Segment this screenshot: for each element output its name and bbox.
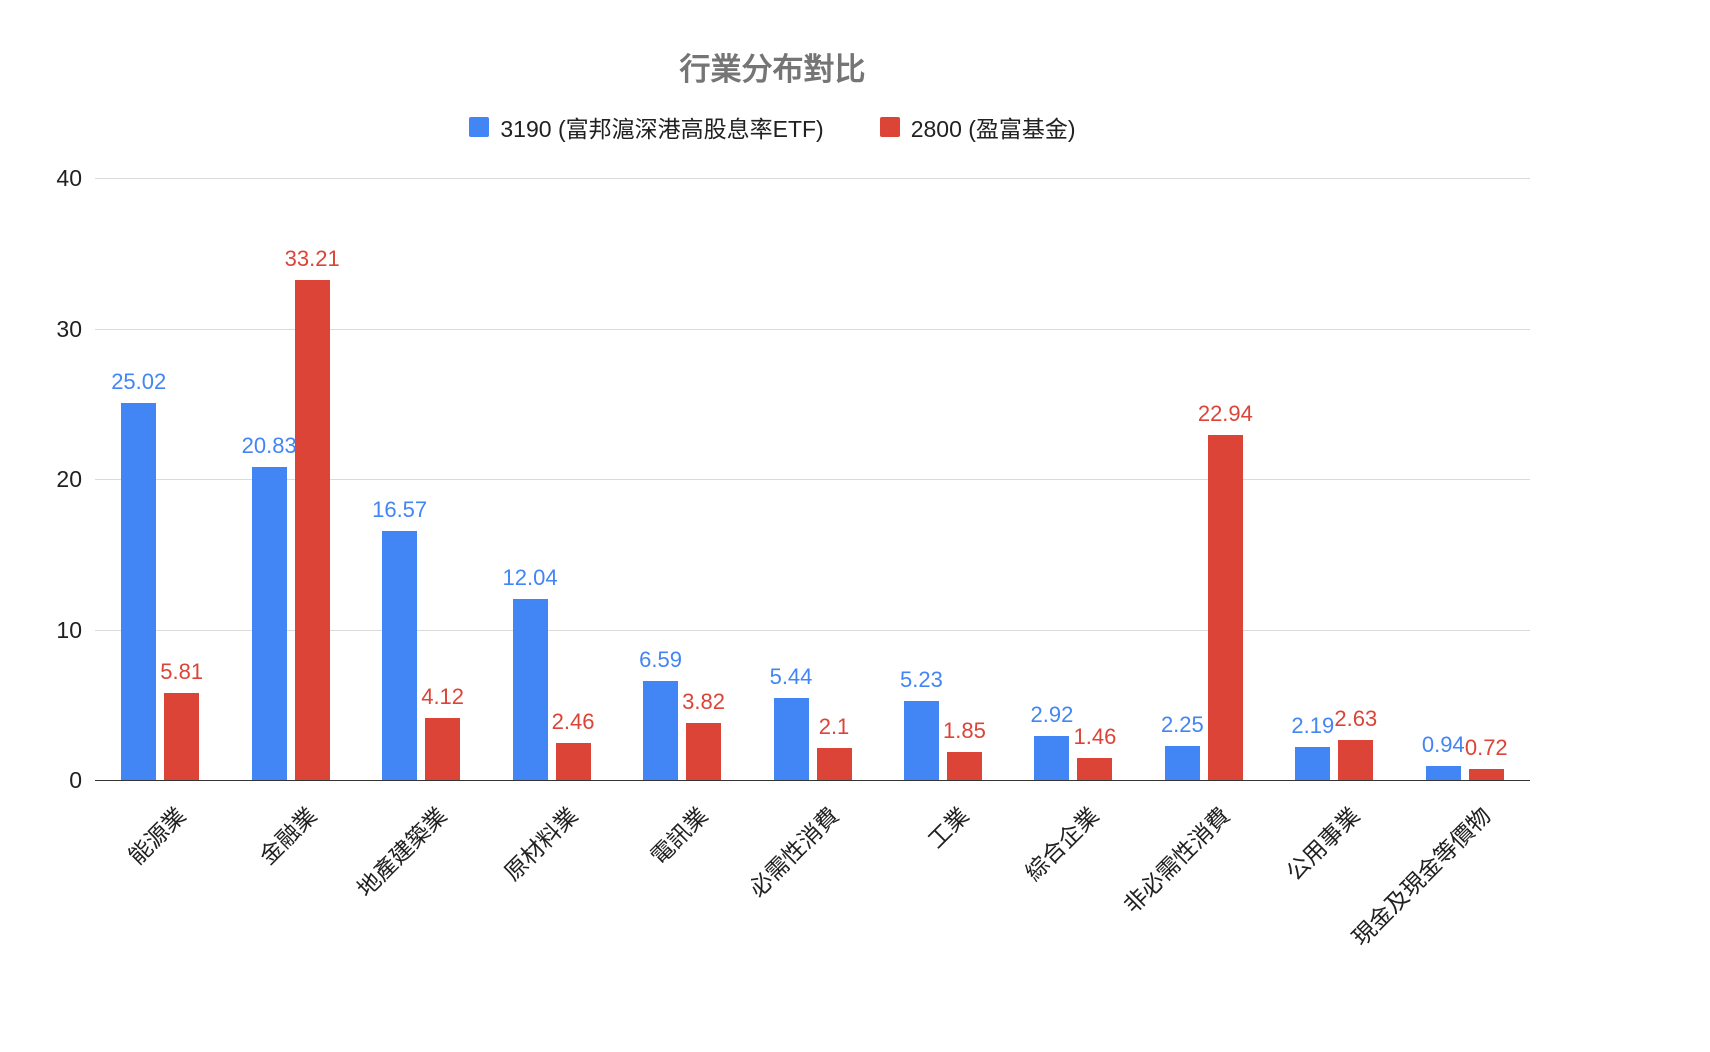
value-label-3190-1: 20.83: [241, 432, 297, 458]
x-axis-label-6: 工業: [922, 802, 974, 854]
bar-2800-2[interactable]: [425, 717, 461, 780]
y-axis-tick-label: 40: [56, 165, 82, 191]
x-axis-label-1: 金融業: [254, 802, 322, 870]
bar-2800-9[interactable]: [1338, 740, 1374, 780]
y-axis-tick-label: 30: [56, 315, 82, 342]
bar-3190-5[interactable]: [773, 698, 809, 780]
value-label-3190-5: 5.44: [769, 664, 813, 690]
value-label-2800-5: 2.1: [818, 714, 850, 740]
legend-swatch-red: [879, 117, 900, 137]
x-axis-label-8: 非必需性消費: [1118, 802, 1235, 919]
bar-2800-8[interactable]: [1207, 434, 1243, 780]
x-axis-label-0: 能源業: [123, 802, 191, 870]
value-label-3190-9: 2.19: [1291, 713, 1335, 739]
bar-3190-8[interactable]: [1164, 746, 1200, 780]
value-label-2800-10: 0.72: [1464, 735, 1508, 761]
x-axis-label-9: 公用事業: [1281, 802, 1365, 886]
bar-3190-2[interactable]: [382, 530, 418, 780]
chart-title: 行業分布對比: [679, 52, 866, 87]
legend-label-2800: 2800 (盈富基金): [910, 116, 1076, 142]
legend-swatch-blue: [469, 117, 490, 137]
gridline: [95, 178, 1530, 179]
value-label-2800-0: 5.81: [160, 658, 204, 684]
value-label-3190-0: 25.02: [111, 369, 167, 395]
bar-2800-5[interactable]: [816, 748, 852, 780]
bar-3190-0[interactable]: [121, 403, 157, 780]
bar-3190-4[interactable]: [643, 680, 679, 780]
value-label-3190-10: 0.94: [1421, 731, 1465, 757]
bar-3190-9[interactable]: [1295, 747, 1331, 780]
value-label-3190-4: 6.59: [639, 646, 682, 672]
legend: 3190 (富邦滬深港高股息率ETF) 2800 (盈富基金): [0, 110, 1545, 144]
x-axis-label-5: 必需性消費: [743, 802, 844, 902]
value-label-3190-7: 2.92: [1030, 702, 1074, 728]
value-label-2800-3: 2.46: [551, 708, 595, 734]
bar-2800-1[interactable]: [294, 280, 330, 780]
bar-2800-7[interactable]: [1077, 758, 1113, 780]
bar-2800-3[interactable]: [555, 742, 591, 780]
bar-3190-10[interactable]: [1425, 765, 1461, 780]
legend-item-3190[interactable]: 3190 (富邦滬深港高股息率ETF): [469, 110, 824, 144]
gridline: [95, 629, 1530, 631]
bar-3190-6[interactable]: [903, 701, 939, 780]
value-label-2800-6: 1.85: [943, 718, 986, 744]
value-label-2800-8: 22.94: [1197, 400, 1253, 426]
bar-2800-10[interactable]: [1468, 769, 1504, 780]
bar-3190-7[interactable]: [1034, 736, 1070, 780]
value-label-3190-3: 12.04: [502, 564, 558, 590]
x-axis-label-4: 電訊業: [645, 802, 713, 870]
bar-2800-0[interactable]: [164, 692, 200, 780]
x-axis-label-2: 地產建築業: [352, 802, 452, 902]
legend-item-2800[interactable]: 2800 (盈富基金): [879, 110, 1076, 144]
value-label-3190-2: 16.57: [372, 496, 428, 522]
bar-2800-4[interactable]: [686, 722, 722, 780]
x-axis-label-3: 原材料業: [498, 802, 583, 886]
value-label-2800-1: 33.21: [284, 246, 340, 272]
value-label-3190-8: 2.25: [1160, 712, 1204, 738]
gridline: [95, 328, 1530, 330]
gridline: [95, 479, 1530, 480]
value-label-3190-6: 5.23: [900, 667, 943, 693]
x-axis-line: [95, 780, 1530, 781]
legend-label-3190: 3190 (富邦滬深港高股息率ETF): [500, 116, 824, 142]
y-axis-tick-label: 20: [56, 466, 82, 492]
bar-2800-6[interactable]: [946, 752, 982, 780]
y-axis-tick-label: 10: [56, 616, 82, 643]
y-axis-tick-label: 0: [69, 767, 82, 793]
bar-3190-1[interactable]: [251, 466, 287, 780]
x-axis-label-7: 綜合企業: [1020, 802, 1105, 886]
value-label-2800-4: 3.82: [682, 688, 725, 714]
value-label-2800-9: 2.63: [1334, 706, 1378, 732]
value-label-2800-2: 4.12: [421, 683, 465, 709]
bar-3190-3[interactable]: [512, 598, 548, 780]
value-label-2800-7: 1.46: [1073, 724, 1117, 750]
